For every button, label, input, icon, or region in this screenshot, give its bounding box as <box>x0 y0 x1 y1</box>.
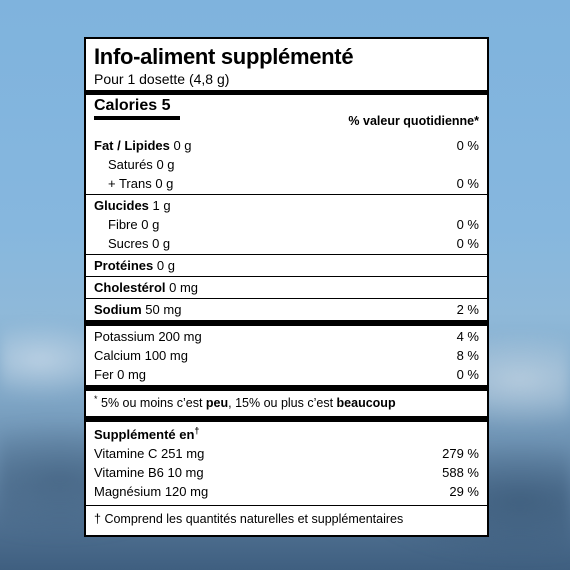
trans-label: + Trans <box>108 176 152 191</box>
footnote-low: peu <box>205 396 229 410</box>
nutrient-row-saturated: Saturés 0 g <box>94 155 479 174</box>
nutrient-row-iron: Fer 0 mg 0 % <box>94 365 479 384</box>
sodium-label: Sodium <box>94 302 142 317</box>
nutrient-row-cholesterol: Cholestérol 0 mg <box>94 278 479 297</box>
sodium-amount: 50 mg <box>145 302 182 317</box>
iron-dv: 0 % <box>456 367 479 382</box>
divider-thick <box>86 90 487 95</box>
fat-section: Fat / Lipides 0 g 0 % Saturés 0 g + Tran… <box>94 135 479 194</box>
nutrient-row-carbs: Glucides 1 g <box>94 196 479 215</box>
divider <box>86 194 487 195</box>
nutrient-row-fat: Fat / Lipides 0 g 0 % <box>94 136 479 155</box>
daily-value-footnote: * 5% ou moins c’est peu, 15% ou plus c’e… <box>94 391 479 416</box>
calcium-label: Calcium <box>94 348 141 363</box>
nutrient-row-fibre: Fibre 0 g 0 % <box>94 215 479 234</box>
iron-label: Fer <box>94 367 114 382</box>
supplement-row-vitamin-c: Vitamine C 251 mg 279 % <box>94 444 479 463</box>
supplemented-section: Supplémenté en† Vitamine C 251 mg 279 % … <box>94 422 479 502</box>
dagger-mark: † <box>194 425 200 436</box>
cholesterol-section: Cholestérol 0 mg <box>94 277 479 298</box>
fibre-amount: 0 g <box>141 217 160 232</box>
nutrient-row-sugars: Sucres 0 g 0 % <box>94 234 479 253</box>
divider <box>86 276 487 277</box>
fibre-label: Fibre <box>108 217 138 232</box>
potassium-amount: 200 mg <box>158 329 202 344</box>
bottom-note-text: Comprend les quantités naturelles et sup… <box>104 512 404 526</box>
supplement-amount: 251 mg <box>160 446 205 461</box>
protein-section: Protéines 0 g <box>94 255 479 276</box>
calories: Calories 5 <box>94 97 171 115</box>
fat-amount: 0 g <box>173 138 192 153</box>
calories-block: Calories 5 % valeur quotidienne* <box>94 95 479 135</box>
supplement-row-vitamin-b6: Vitamine B6 10 mg 588 % <box>94 463 479 482</box>
calcium-amount: 100 mg <box>144 348 188 363</box>
sodium-dv: 2 % <box>456 302 479 317</box>
nutrient-row-sodium: Sodium 50 mg 2 % <box>94 300 479 319</box>
calories-label: Calories <box>94 97 158 114</box>
divider <box>86 298 487 299</box>
fibre-dv: 0 % <box>456 217 479 232</box>
trans-dv: 0 % <box>456 176 479 191</box>
minerals-section: Potassium 200 mg 4 % Calcium 100 mg 8 % … <box>94 326 479 385</box>
nutrient-row-trans: + Trans 0 g 0 % <box>94 174 479 193</box>
sodium-section: Sodium 50 mg 2 % <box>94 299 479 320</box>
nutrient-row-calcium: Calcium 100 mg 8 % <box>94 346 479 365</box>
potassium-dv: 4 % <box>456 329 479 344</box>
saturated-label: Saturés <box>108 157 153 172</box>
supplement-dv: 588 % <box>442 465 479 480</box>
nutrient-row-protein: Protéines 0 g <box>94 256 479 275</box>
cholesterol-label: Cholestérol <box>94 280 166 295</box>
supplement-amount: 120 mg <box>164 484 209 499</box>
supplemented-title-text: Supplémenté en <box>94 427 195 442</box>
daily-value-header: % valeur quotidienne* <box>348 114 479 128</box>
sugars-dv: 0 % <box>456 236 479 251</box>
supplement-label: Vitamine B6 <box>94 465 164 480</box>
divider-thick <box>86 320 487 326</box>
supplemented-title: Supplémenté en† <box>94 423 479 444</box>
serving-size: Pour 1 dosette (4,8 g) <box>94 71 230 87</box>
carbs-label: Glucides <box>94 198 149 213</box>
iron-amount: 0 mg <box>117 367 147 382</box>
cholesterol-amount: 0 mg <box>169 280 199 295</box>
calories-underline <box>94 116 180 120</box>
calories-value: 5 <box>161 97 171 114</box>
saturated-amount: 0 g <box>156 157 175 172</box>
sugars-label: Sucres <box>108 236 149 251</box>
supplement-row-magnesium: Magnésium 120 mg 29 % <box>94 482 479 501</box>
supplement-dv: 279 % <box>442 446 479 461</box>
bottom-footnote: † Comprend les quantités naturelles et s… <box>94 506 479 532</box>
label-title: Info-aliment supplémenté <box>94 44 354 69</box>
divider-thick <box>86 385 487 391</box>
supplement-amount: 10 mg <box>167 465 204 480</box>
supplement-dv: 29 % <box>449 484 479 499</box>
trans-amount: 0 g <box>155 176 174 191</box>
nutrient-row-potassium: Potassium 200 mg 4 % <box>94 327 479 346</box>
footnote-text-2: , 15% ou plus c’est <box>228 396 337 410</box>
calcium-dv: 8 % <box>456 348 479 363</box>
nutrition-facts-label: Info-aliment supplémenté Pour 1 dosette … <box>84 37 489 537</box>
protein-amount: 0 g <box>156 258 175 273</box>
fat-label: Fat / Lipides <box>94 138 170 153</box>
divider <box>86 254 487 255</box>
carbs-section: Glucides 1 g Fibre 0 g 0 % Sucres 0 g 0 … <box>94 195 479 254</box>
potassium-label: Potassium <box>94 329 155 344</box>
fat-dv: 0 % <box>456 138 479 153</box>
divider <box>86 505 487 506</box>
supplement-label: Vitamine C <box>94 446 158 461</box>
divider-thick <box>86 416 487 422</box>
supplement-label: Magnésium <box>94 484 162 499</box>
protein-label: Protéines <box>94 258 154 273</box>
footnote-text-1: 5% ou moins c’est <box>97 396 206 410</box>
sugars-amount: 0 g <box>152 236 171 251</box>
dagger-mark: † <box>94 512 101 526</box>
asterisk-mark: * <box>94 393 98 404</box>
carbs-amount: 1 g <box>152 198 171 213</box>
footnote-high: beaucoup <box>336 396 396 410</box>
